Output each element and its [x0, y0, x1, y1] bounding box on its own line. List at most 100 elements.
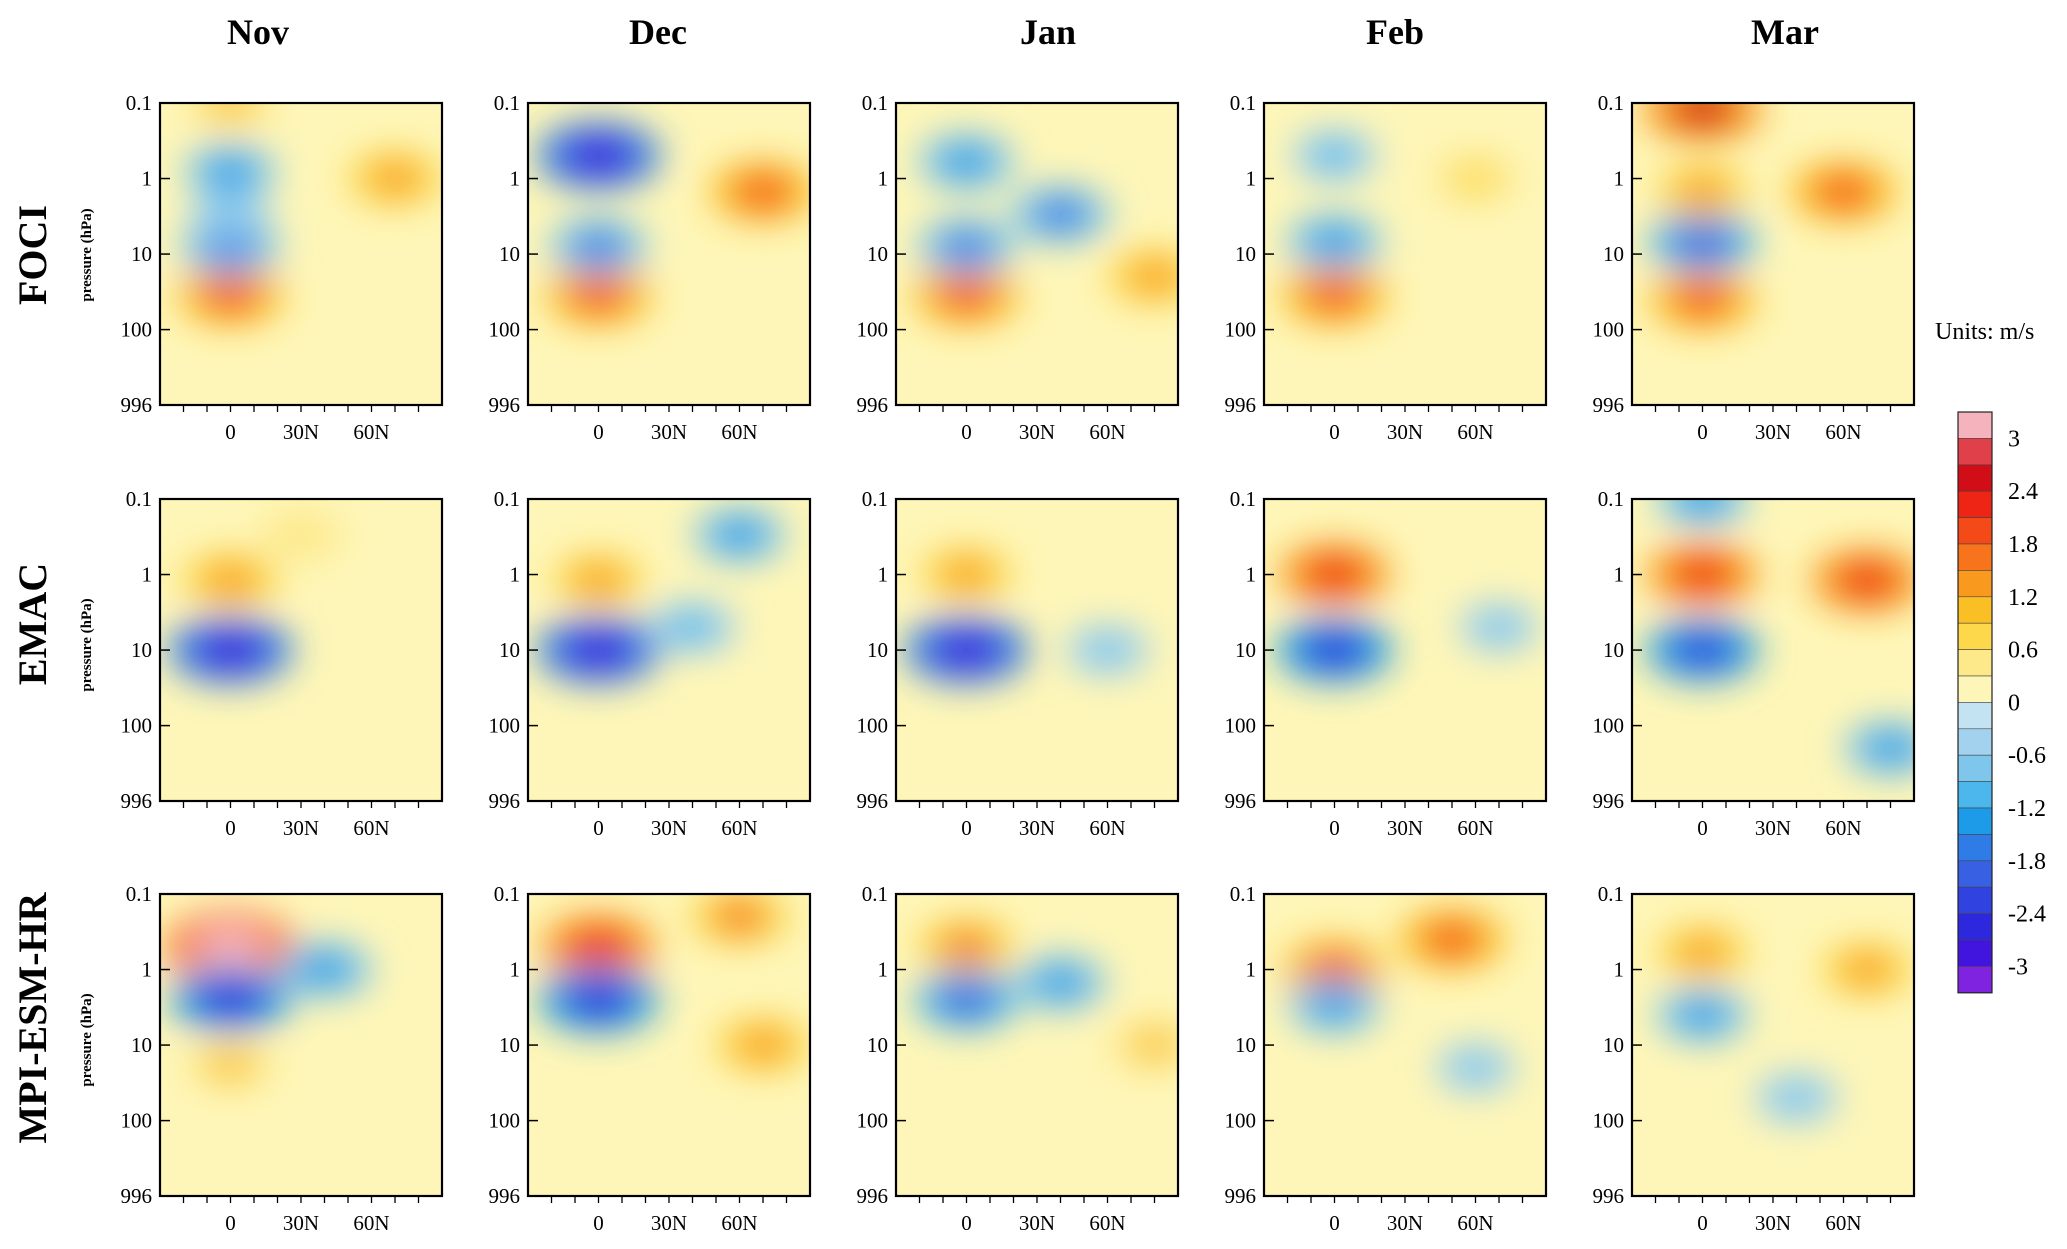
y-tick-label: 996 — [121, 1184, 153, 1208]
x-tick-label: 0 — [961, 816, 972, 840]
anomaly-feature-core — [1033, 197, 1088, 232]
anomaly-feature-core — [714, 518, 765, 552]
y-tick-label: 0.1 — [1598, 487, 1624, 511]
x-tick-label: 60N — [1457, 420, 1493, 444]
panel-emac-dec: 0.1 1 10 100 996 0 30N 60N — [489, 487, 812, 840]
x-tick-label: 30N — [283, 816, 319, 840]
colorbar-segment — [1957, 860, 1993, 888]
anomaly-feature-core — [1422, 921, 1482, 958]
x-tick-label: 60N — [1825, 420, 1861, 444]
y-tick-label: 1 — [1614, 167, 1625, 191]
y-tick-label: 100 — [121, 714, 153, 738]
y-tick-label: 10 — [499, 638, 520, 662]
panel-mpi-esm-hr-mar: 0.1 1 10 100 996 0 30N 60N — [1593, 882, 1916, 1235]
anomaly-feature-core — [1669, 103, 1736, 129]
y-tick-label: 996 — [121, 393, 153, 417]
panel-emac-jan: 0.1 1 10 100 996 0 30N 60N — [857, 487, 1180, 840]
anomaly-feature-core — [939, 229, 994, 264]
x-tick-label: 30N — [1387, 1211, 1423, 1235]
anomaly-feature-core — [566, 927, 631, 966]
y-tick-label: 10 — [1603, 638, 1624, 662]
colorbar-segment — [1957, 649, 1993, 677]
y-tick-label: 0.1 — [1230, 91, 1256, 115]
y-tick-label: 10 — [867, 1033, 888, 1057]
x-tick-label: 30N — [1755, 816, 1791, 840]
anomaly-feature-core — [1773, 1082, 1820, 1113]
y-tick-label: 996 — [121, 789, 153, 813]
x-tick-label: 30N — [1755, 420, 1791, 444]
anomaly-feature-core — [937, 982, 996, 1018]
y-tick-label: 10 — [131, 638, 152, 662]
anomaly-feature-core — [203, 229, 258, 264]
x-tick-label: 0 — [1329, 420, 1340, 444]
anomaly-feature-core — [941, 558, 992, 591]
colorbar-segment — [1957, 411, 1993, 439]
y-tick-label: 996 — [1593, 393, 1625, 417]
x-tick-label: 60N — [1825, 816, 1861, 840]
anomaly-feature-core — [205, 155, 256, 188]
colorbar-tick-label: 1.2 — [2008, 585, 2038, 611]
y-tick-label: 1 — [1246, 563, 1257, 587]
y-tick-label: 10 — [1603, 242, 1624, 266]
y-tick-label: 100 — [857, 318, 889, 342]
anomaly-feature-core — [1453, 1053, 1498, 1083]
colorbar-segment — [1957, 570, 1993, 598]
colorbar-tick-label: -2.4 — [2008, 902, 2046, 928]
row-label-emac: EMAC — [10, 563, 55, 685]
colorbar-segment — [1957, 754, 1993, 782]
x-tick-label: 0 — [1697, 816, 1708, 840]
y-tick-label: 100 — [489, 714, 521, 738]
y-tick-label: 996 — [857, 1184, 889, 1208]
colorbar-segment — [1957, 939, 1993, 967]
anomaly-feature-core — [564, 135, 633, 176]
x-tick-label: 60N — [353, 420, 389, 444]
y-tick-label: 10 — [131, 242, 152, 266]
y-tick-label: 996 — [857, 789, 889, 813]
x-tick-label: 0 — [1329, 1211, 1340, 1235]
anomaly-feature-core — [1084, 634, 1131, 666]
panel-mpi-esm-hr-dec: 0.1 1 10 100 996 0 30N 60N — [489, 882, 812, 1235]
panel-foci-nov: 0.1 1 10 100 996 0 30N 60N — [121, 91, 444, 444]
y-tick-label: 10 — [1603, 1033, 1624, 1057]
colorbar-segment — [1957, 596, 1993, 624]
anomaly-feature-core — [1671, 631, 1734, 669]
colorbar-segment — [1957, 464, 1993, 492]
anomaly-feature-core — [194, 925, 267, 968]
anomaly-feature-core — [1452, 163, 1499, 194]
colorbar-segment — [1957, 438, 1993, 466]
anomaly-feature-core — [1130, 1029, 1178, 1061]
y-tick-label: 10 — [499, 1033, 520, 1057]
x-tick-label: 0 — [961, 1211, 972, 1235]
colorbar-segment — [1957, 966, 1993, 994]
column-header-nov: Nov — [227, 12, 289, 52]
panel-foci-feb: 0.1 1 10 100 996 0 30N 60N — [1225, 91, 1548, 444]
y-tick-label: 1 — [142, 167, 153, 191]
y-tick-label: 100 — [1225, 1109, 1257, 1133]
y-tick-label: 996 — [1593, 789, 1625, 813]
x-tick-label: 0 — [225, 816, 236, 840]
anomaly-feature-core — [564, 630, 633, 670]
y-tick-label: 100 — [1593, 318, 1625, 342]
colorbar-segment — [1957, 728, 1993, 756]
anomaly-feature-core — [1128, 260, 1178, 294]
y-tick-label: 996 — [489, 393, 521, 417]
anomaly-feature-core — [1677, 175, 1728, 208]
colorbar-tick-label: 0.6 — [2008, 638, 2038, 664]
y-tick-label: 996 — [1225, 393, 1257, 417]
panel-mpi-esm-hr-feb: 0.1 1 10 100 996 0 30N 60N — [1225, 882, 1548, 1235]
x-tick-label: 30N — [1019, 420, 1055, 444]
panel-foci-dec: 0.1 1 10 100 996 0 30N 60N — [489, 91, 812, 444]
colorbar-segment — [1957, 675, 1993, 703]
y-axis-title-row3: pressure (hPa) — [79, 993, 95, 1086]
colorbar-segment — [1957, 490, 1993, 518]
anomaly-feature-core — [1677, 936, 1728, 969]
y-tick-label: 1 — [1246, 958, 1257, 982]
colorbar-segment — [1957, 913, 1993, 941]
x-tick-label: 60N — [1457, 816, 1493, 840]
y-axis-title-row2: pressure (hPa) — [79, 598, 95, 691]
anomaly-feature-core — [1303, 556, 1366, 594]
x-tick-label: 30N — [1387, 420, 1423, 444]
colorbar-tick-label: -1.2 — [2008, 796, 2046, 822]
anomaly-feature-core — [203, 563, 258, 598]
x-tick-label: 0 — [225, 420, 236, 444]
